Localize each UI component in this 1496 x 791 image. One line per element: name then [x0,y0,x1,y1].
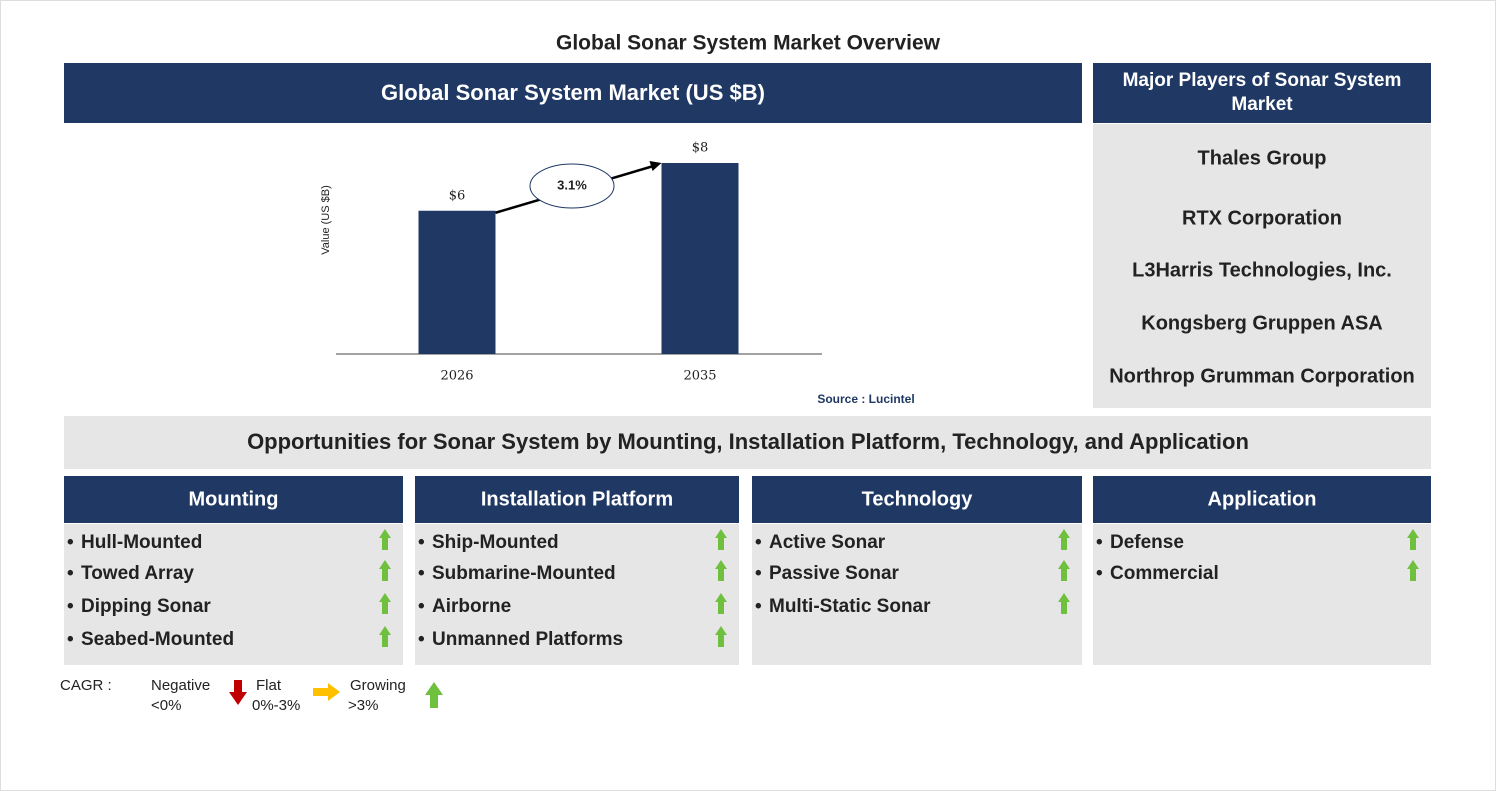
value-label: $8 [692,141,709,156]
growing-arrow [379,529,391,550]
segment-item: Active Sonar [769,532,886,553]
cagr-bubble [529,163,615,209]
segment-body [752,524,1082,665]
players-title: Major Players of Sonar System Market [1122,70,1402,115]
page-title: Global Sonar System Market Overview [556,32,941,55]
segment-item: Multi-Static Sonar [769,596,931,617]
segment-body [415,524,739,665]
x-tick-label: 2035 [683,369,716,384]
chart-header [64,63,1082,123]
player: L3Harris Technologies, Inc. [1132,259,1392,281]
segment-body [1093,524,1431,665]
legend-negative-range: <0% [151,697,181,714]
cagr-label: 3.1% [557,177,587,192]
segment-item: Ship-Mounted [432,532,559,553]
segment-item: Commercial [1110,563,1219,584]
growing-arrow [379,560,391,581]
bar [661,163,739,354]
growing-arrow [715,593,727,614]
segment-title: Installation Platform [481,488,673,510]
legend-flat-range: 0%-3% [252,697,300,714]
legend-negative: Negative [151,677,210,694]
players-header [1093,63,1431,123]
flat-arrow [313,683,340,701]
legend-growing-range: >3% [348,697,378,714]
growing-arrow [715,529,727,550]
growing-arrow [715,560,727,581]
player: Northrop Grumman Corporation [1109,365,1415,387]
segment-header [1093,476,1431,523]
segment-title: Technology [862,488,974,510]
growing-arrow [1407,529,1419,550]
opportunities-title: Opportunities for Sonar System by Mounti… [247,429,1249,454]
legend-growing: Growing [350,677,406,694]
bullet: • [67,596,74,617]
growing-arrow [715,626,727,647]
bullet: • [418,596,425,617]
chart-title: Global Sonar System Market (US $B) [381,80,765,105]
segment-header [64,476,403,523]
segment-header [752,476,1082,523]
players-body [1093,124,1431,408]
segment-item: Dipping Sonar [81,596,211,617]
segment-body [64,524,403,665]
bullet: • [67,629,74,650]
segment-item: Airborne [432,596,511,617]
growing-arrow [425,682,443,708]
player: Thales Group [1198,147,1327,169]
growing-arrow [1407,560,1419,581]
segment-title: Mounting [189,488,279,510]
opportunities-banner [64,416,1431,469]
segment-header [415,476,739,523]
bullet: • [755,596,762,617]
players-title-box: Major Players of Sonar System Market [1122,70,1402,115]
source: Source : Lucintel [817,392,914,406]
growing-arrow [1058,560,1070,581]
segment-item: Defense [1110,532,1184,553]
bullet: • [755,532,762,553]
player: RTX Corporation [1182,207,1342,229]
segment-item: Passive Sonar [769,563,900,584]
bullet: • [755,563,762,584]
legend-label: CAGR : [60,677,112,694]
negative-arrow [229,680,247,705]
segment-title: Application [1208,488,1317,510]
bullet: • [418,629,425,650]
bar [418,210,496,354]
segment-item: Seabed-Mounted [81,629,234,650]
value-label: $6 [449,188,466,203]
player: Kongsberg Gruppen ASA [1141,312,1382,334]
growing-arrow [1058,529,1070,550]
bullet: • [1096,563,1103,584]
bullet: • [418,532,425,553]
segment-item: Hull-Mounted [81,532,202,553]
bullet: • [418,563,425,584]
segment-item: Submarine-Mounted [432,563,616,584]
bullet: • [67,563,74,584]
cagr-arrow-head [649,161,662,171]
bullet: • [67,532,74,553]
bullet: • [1096,532,1103,553]
x-tick-label: 2026 [440,369,473,384]
growing-arrow [1058,593,1070,614]
legend-flat: Flat [256,677,282,694]
segment-item: Towed Array [81,563,194,584]
y-axis-label: Value (US $B) [320,185,332,255]
growing-arrow [379,593,391,614]
segment-item: Unmanned Platforms [432,629,623,650]
growing-arrow [379,626,391,647]
